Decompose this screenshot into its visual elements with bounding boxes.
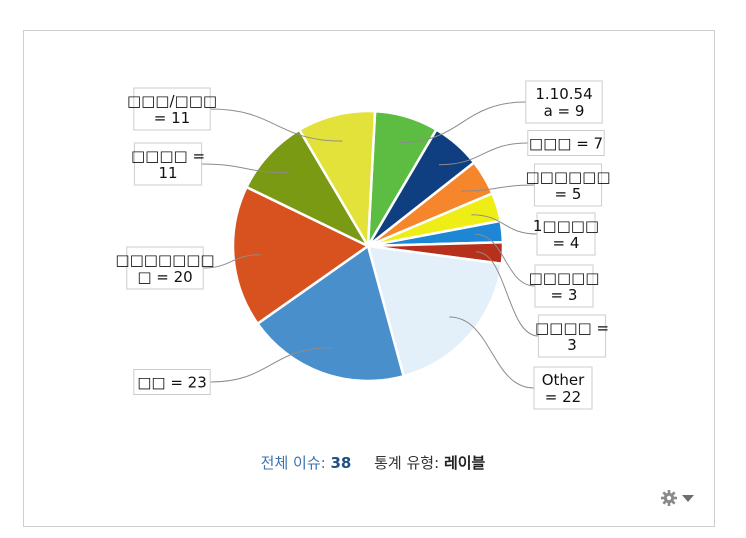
leader-line (399, 101, 526, 144)
caret-down-icon (682, 494, 694, 502)
pie-slices (231, 109, 505, 383)
gear-icon (660, 489, 678, 507)
stat-type-label: 통계 유형: (374, 454, 440, 472)
leader-line (471, 214, 538, 235)
leader-line (210, 347, 332, 383)
total-issues-label: 전체 이슈: (260, 454, 326, 472)
slice-label-box (133, 369, 211, 395)
pie-slice[interactable] (255, 243, 406, 383)
slice-label-box (133, 87, 211, 131)
slice-label-box (533, 163, 603, 207)
slice-label: □□□ = 7 (529, 135, 603, 153)
slice-label: 1□□□□ (533, 217, 599, 235)
slice-label: = 11 (154, 109, 190, 127)
pie-slice[interactable] (297, 109, 377, 251)
gadget-settings-menu[interactable] (660, 488, 700, 508)
slice-label: □□□□□□ (525, 168, 610, 186)
slice-label-box (527, 130, 605, 156)
slice-label-box (533, 366, 593, 410)
slice-label: □□□/□□□ (127, 92, 217, 110)
slice-label: □□□□ = (535, 319, 609, 337)
slice-label: a = 9 (544, 102, 585, 120)
leader-line (203, 254, 261, 269)
slice-label: □□□□□ (529, 269, 600, 287)
slice-label: Other (542, 371, 585, 389)
slice-label-box (126, 246, 204, 290)
leader-line (201, 163, 289, 174)
slice-label: = 22 (545, 388, 581, 406)
slice-label: 11 (158, 164, 177, 182)
slice-label: □□□□ = (131, 147, 205, 165)
slice-label-box (537, 314, 607, 358)
slice-label: □ = 20 (137, 268, 192, 286)
slice-label: □□ = 23 (137, 374, 207, 392)
total-issues-value[interactable]: 38 (330, 454, 352, 472)
leader-line (438, 142, 528, 166)
leader-line (460, 184, 535, 192)
slice-label: 3 (567, 336, 577, 354)
pie-slice[interactable] (244, 128, 372, 249)
slice-label-box (525, 80, 603, 124)
stat-type-value: 레이블 (443, 454, 486, 472)
slice-label: = 5 (555, 185, 582, 203)
slice-labels: 1.10.54a = 9 □□□ = 7 □□□□□□= 5 1□□□□= 4 □□□□… (115, 80, 611, 410)
leader-line (449, 316, 535, 389)
slice-label: = 4 (553, 234, 580, 252)
slice-label: 1.10.54 (535, 85, 592, 103)
slice-label: □□□□□□□ (115, 251, 214, 269)
slice-label: = 3 (551, 286, 578, 304)
slice-label-box (536, 212, 596, 256)
pie-slice[interactable] (366, 244, 504, 378)
leader-line (475, 251, 539, 337)
leader-line (475, 233, 536, 287)
leader-line (210, 108, 343, 142)
slice-label-box (534, 264, 594, 308)
pie-slice[interactable] (231, 185, 371, 326)
chart-footer: 전체 이슈: 38 통계 유형: 레이블 (0, 452, 746, 473)
leader-lines (201, 101, 539, 389)
slice-label-box (133, 142, 203, 186)
